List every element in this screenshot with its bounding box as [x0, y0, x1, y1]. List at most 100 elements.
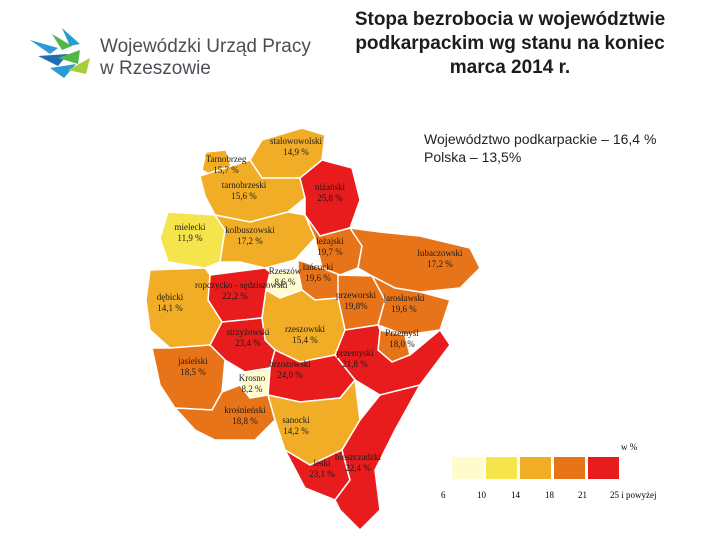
summary-poland: Polska – 13,5%	[424, 149, 522, 165]
legend-swatch-3	[520, 457, 551, 479]
region-value: 14,1 %	[157, 303, 183, 313]
region-value: 19,6 %	[305, 273, 331, 283]
region-bieszczadzki	[334, 383, 422, 532]
summary-voivodeship: Województwo podkarpackie – 16,4 %	[424, 131, 657, 147]
region-label-rzeszow: Rzeszów 8,6 %	[245, 266, 325, 288]
region-name: tarnobrzeski	[221, 180, 267, 190]
region-value: 24,0 %	[277, 370, 303, 380]
region-label-brzozowski: brzozowski 24,0 %	[250, 359, 330, 381]
bird-logo-icon	[30, 28, 90, 78]
region-name: Krosno	[238, 373, 266, 383]
legend-tick-label: 6	[441, 490, 446, 500]
region-value: 21,8 %	[342, 359, 368, 369]
region-name: przeworski	[336, 290, 376, 300]
region-name: Przemyśl	[385, 328, 419, 338]
region-name: jasielski	[178, 356, 208, 366]
region-name: jarosławski	[383, 293, 425, 303]
region-value: 18,0 %	[389, 339, 415, 349]
region-label-debicki: dębicki 14,1 %	[130, 292, 210, 314]
region-value: 17,2 %	[427, 259, 453, 269]
title-line1: Stopa bezrobocia w województwie	[354, 9, 666, 30]
region-name: kolbuszowski	[225, 225, 275, 235]
legend-tick-label: 21	[578, 490, 587, 500]
region-label-jaroslawski: jarosławski 19,6 %	[364, 293, 444, 315]
region-value: 23,4 %	[235, 338, 261, 348]
region-label-ropczycko: ropczycko - sędziszowski 22,2 %	[195, 280, 288, 302]
region-value: 19,8%	[344, 301, 368, 311]
region-name: stalowowolski	[269, 136, 322, 146]
region-label-lancucki: łańcucki 19,6 %	[278, 262, 358, 284]
region-value: 17,2 %	[237, 236, 263, 246]
region-label-krosno: Krosno 8,2 %	[212, 373, 292, 395]
organization-name-line1: Wojewódzki Urząd Pracy	[100, 36, 311, 57]
region-value: 8,2 %	[241, 384, 263, 394]
region-value: 8,6 %	[274, 277, 296, 287]
title-line3: marca 2014 r.	[449, 57, 571, 78]
region-value: 18,5 %	[180, 367, 206, 377]
legend-tick-label: 14	[511, 490, 520, 500]
region-label-przemysl: Przemyśl 18,0 %	[362, 328, 442, 350]
region-label-leski: leski 23,1 %	[282, 458, 362, 480]
region-label-kolbuszowski: kolbuszowski 17,2 %	[210, 225, 290, 247]
region-label-stalowowolski: stalowowolski 14,9 %	[256, 136, 336, 158]
region-value: 15,7 %	[213, 165, 239, 175]
region-name: Tarnobrzeg	[205, 154, 247, 164]
region-name: sanocki	[282, 415, 310, 425]
region-value: 18,8 %	[232, 416, 258, 426]
region-value: 23,1 %	[309, 469, 335, 479]
region-name: niżański	[315, 182, 345, 192]
map-title: Stopa bezrobocia w województwie podkarpa…	[320, 8, 700, 80]
region-value: 11,9 %	[177, 233, 203, 243]
legend-unit: w %	[621, 442, 638, 452]
region-name: dębicki	[156, 292, 184, 302]
region-name: Rzeszów	[268, 266, 302, 276]
legend-tick-label: 25 i powyżej	[610, 490, 657, 500]
legend-swatch-2	[486, 457, 517, 479]
region-label-tarnobrzeg: Tarnobrzeg 15,7 %	[186, 154, 266, 176]
region-lubaczowski	[348, 227, 481, 293]
region-label-nizanski: niżański 25,8 %	[290, 182, 370, 204]
region-label-sanocki: sanocki 14,2 %	[256, 415, 336, 437]
legend-tick-label: 10	[477, 490, 486, 500]
organization-name: Wojewódzki Urząd Pracy w Rzeszowie	[100, 36, 311, 80]
region-label-krosnienski: krośnieński 18,8 %	[205, 405, 285, 427]
region-value: 15,4 %	[292, 335, 318, 345]
legend-tick-label: 18	[545, 490, 554, 500]
region-label-przeworski: przeworski 19,8%	[316, 290, 396, 312]
region-label-tarnobrzeski: tarnobrzeski 15,6 %	[204, 180, 284, 202]
region-label-jasielski: jasielski 18,5 %	[153, 356, 233, 378]
legend-swatch-4	[554, 457, 585, 479]
legend-swatch-1	[452, 457, 483, 479]
wup-logo	[30, 28, 90, 78]
organization-name-line2: w Rzeszowie	[100, 58, 211, 79]
region-label-rzeszowski: rzeszowski 15,4 %	[265, 324, 345, 346]
region-value: 14,9 %	[283, 147, 309, 157]
region-value: 22,4 %	[345, 463, 371, 473]
region-value: 14,2 %	[283, 426, 309, 436]
region-value: 19,6 %	[391, 304, 417, 314]
region-name: łańcucki	[302, 262, 334, 272]
region-value: 19,7 %	[317, 247, 343, 257]
legend-swatch-5	[588, 457, 619, 479]
region-kolbuszowski	[213, 211, 316, 269]
region-name: przemyski	[336, 348, 374, 358]
region-name: brzozowski	[269, 359, 311, 369]
summary-box: Województwo podkarpackie – 16,4 % Polska…	[424, 130, 656, 166]
region-label-strzyzowski: strzyżowski 23,4 %	[208, 327, 288, 349]
region-name: leżajski	[316, 236, 344, 246]
region-value: 15,6 %	[231, 191, 257, 201]
region-tarnobrzeski	[199, 159, 306, 223]
region-label-lezajski: leżajski 19,7 %	[290, 236, 370, 258]
region-label-mielecki: mielecki 11,9 %	[150, 222, 230, 244]
title-line2: podkarpackim wg stanu na koniec	[355, 33, 665, 54]
region-name: krośnieński	[224, 405, 266, 415]
region-name: rzeszowski	[285, 324, 325, 334]
region-name: lubaczowski	[417, 248, 463, 258]
region-value: 22,2 %	[222, 291, 248, 301]
region-label-lubaczowski: lubaczowski 17,2 %	[400, 248, 480, 270]
region-name: ropczycko - sędziszowski	[195, 280, 288, 290]
region-value: 25,8 %	[317, 193, 343, 203]
region-name: mielecki	[174, 222, 206, 232]
region-label-bieszczadzki: bieszczadzki 22,4 %	[318, 452, 398, 474]
region-name: bieszczadzki	[335, 452, 381, 462]
